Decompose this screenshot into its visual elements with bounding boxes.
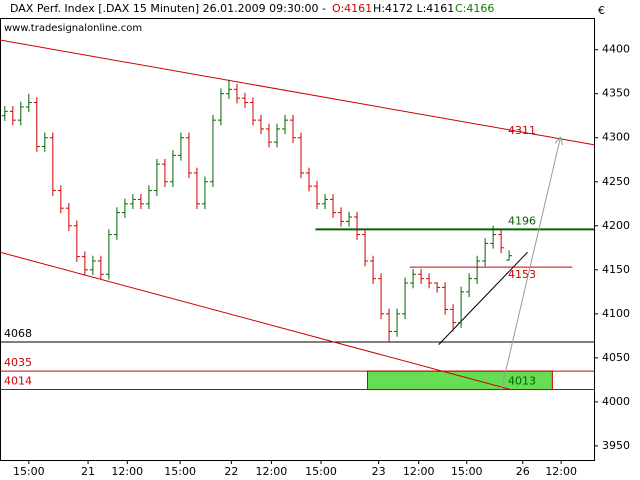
arrow — [500, 138, 560, 391]
trendline-label: 4311 — [508, 124, 536, 137]
x-tick-label: 12:00 — [545, 465, 577, 478]
level-label: 4196 — [508, 214, 536, 227]
y-tick-label: 4150 — [602, 263, 630, 276]
currency: € — [598, 4, 605, 17]
x-tick-label: 21 — [81, 465, 95, 478]
level-label: 4068 — [4, 327, 32, 340]
y-tick-label: 4250 — [602, 175, 630, 188]
y-tick-label: 4000 — [602, 395, 630, 408]
x-tick-label: 12:00 — [403, 465, 435, 478]
y-tick-label: 4200 — [602, 219, 630, 232]
y-tick-label: 3950 — [602, 439, 630, 452]
x-tick-label: 22 — [224, 465, 238, 478]
x-tick-label: 26 — [516, 465, 530, 478]
x-tick-label: 15:00 — [305, 465, 337, 478]
y-tick-label: 4100 — [602, 307, 630, 320]
level-label: 4014 — [4, 375, 32, 388]
x-tick-label: 12:00 — [256, 465, 288, 478]
trendline — [0, 39, 595, 146]
header-close: C:4166 — [455, 2, 494, 15]
x-tick-label: 15:00 — [164, 465, 196, 478]
level-label: 4153 — [508, 268, 536, 281]
header-open: O:4161 — [332, 2, 372, 15]
plot-frame — [0, 18, 595, 461]
y-tick-label: 4050 — [602, 351, 630, 364]
level-label: 4035 — [4, 356, 32, 369]
y-tick-label: 4350 — [602, 87, 630, 100]
zone-label: 4013 — [508, 375, 536, 388]
x-tick-label: 23 — [372, 465, 386, 478]
y-tick-label: 4400 — [602, 43, 630, 56]
x-tick-label: 15:00 — [451, 465, 483, 478]
x-tick-label: 15:00 — [13, 465, 45, 478]
source: www.tradesignalonline.com — [4, 23, 142, 34]
header-high-low: H:4172 L:4161 — [373, 2, 454, 15]
y-tick-label: 4300 — [602, 131, 630, 144]
header-title: DAX Perf. Index [.DAX 15 Minuten] 26.01.… — [10, 2, 326, 15]
x-tick-label: 12:00 — [111, 465, 143, 478]
